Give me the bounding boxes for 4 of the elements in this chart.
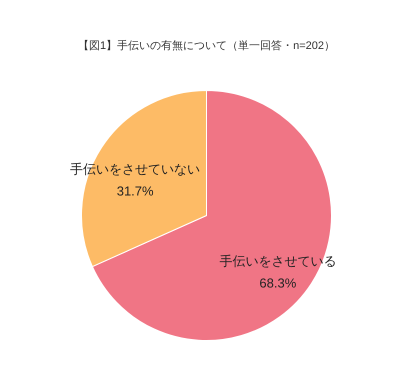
data-label: 68.3% [259, 276, 297, 291]
slice-label: 手伝いをさせている [219, 254, 336, 269]
chart-title: 【図1】手伝いの有無について（単一回答・n=202） [78, 39, 336, 52]
data-label: 31.7% [116, 183, 154, 198]
